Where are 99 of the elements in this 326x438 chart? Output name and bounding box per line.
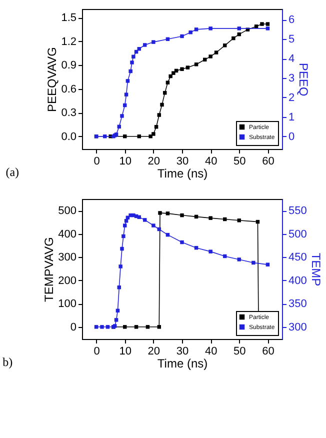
point	[188, 30, 192, 34]
y2-tick-label: 1	[288, 111, 295, 124]
y2-tick-label: 4	[288, 53, 295, 66]
y-tick-label: 0	[70, 321, 76, 334]
point	[180, 34, 184, 38]
point	[128, 69, 132, 74]
point	[160, 102, 164, 107]
point	[118, 264, 122, 268]
x-tick-label: 60	[262, 346, 274, 358]
y-axis-title: PEEQVAVG	[45, 47, 60, 112]
x-tick-label: 10	[119, 156, 132, 168]
point	[222, 44, 227, 48]
y2-tick-label: 450	[288, 252, 307, 264]
point	[126, 79, 130, 83]
y-tick-label: 1.2	[61, 36, 76, 48]
y-tick-label: 200	[58, 274, 76, 287]
y2-axis-title: PEEQ	[296, 62, 311, 96]
y2-tick-label: 550	[288, 205, 307, 218]
x-tick-label: 20	[148, 156, 160, 168]
point	[180, 67, 184, 71]
y-tick-label: 100	[58, 298, 76, 310]
point	[252, 260, 256, 265]
point	[142, 43, 147, 47]
y-tick-label: 300	[58, 252, 76, 264]
y2-tick-label: 3	[288, 72, 295, 85]
point	[166, 212, 170, 216]
point	[208, 26, 212, 30]
point	[266, 26, 270, 30]
point	[208, 250, 212, 254]
point	[152, 224, 156, 228]
y2-tick-label: 6	[288, 14, 295, 26]
point	[146, 325, 150, 329]
x-tick-label: 60	[262, 156, 274, 168]
point	[157, 325, 162, 329]
y-tick-label: 400	[58, 228, 76, 240]
point	[134, 325, 138, 329]
point	[186, 66, 190, 70]
x-axis-title: Time (ns)	[157, 166, 208, 180]
y2-tick-label: 400	[288, 274, 307, 287]
point	[168, 74, 172, 78]
point	[122, 325, 127, 329]
x-tick-label: 40	[204, 156, 218, 168]
y-axis-title: TEMPVAVG	[42, 237, 56, 302]
point	[122, 224, 127, 228]
point	[122, 234, 126, 238]
x-tick-label: 20	[148, 346, 160, 358]
text: b)	[2, 355, 13, 369]
point	[208, 54, 212, 58]
point	[158, 211, 162, 215]
x-tick-label: 10	[119, 346, 132, 358]
y-tick-label: 0.9	[61, 60, 76, 72]
point	[237, 218, 242, 222]
x-axis-title: Time (ns)	[157, 356, 208, 370]
x-tick-label: 0	[94, 346, 100, 358]
point	[114, 318, 118, 322]
point	[130, 60, 134, 64]
point	[94, 325, 98, 329]
text: (a)	[6, 165, 20, 179]
point	[142, 218, 147, 222]
point	[266, 262, 270, 266]
point	[180, 213, 184, 218]
y2-tick-label: 2	[288, 92, 295, 104]
x-tick-label: 50	[234, 346, 246, 358]
point	[172, 71, 176, 75]
point	[120, 114, 124, 118]
y-tick-label: 500	[58, 205, 76, 218]
point	[180, 240, 184, 244]
x-tick-label: 30	[176, 156, 189, 168]
y2-axis-title: TEMP	[308, 252, 323, 286]
point	[152, 40, 156, 44]
point	[260, 22, 264, 26]
x-tick-label: 50	[234, 156, 246, 168]
y2-tick-label: 300	[288, 321, 307, 334]
point	[100, 325, 104, 329]
point	[194, 28, 198, 32]
y2-tick-label: 5	[288, 34, 295, 46]
point	[214, 50, 218, 54]
point	[237, 258, 242, 262]
y-tick-label: 0.0	[61, 130, 76, 143]
point	[266, 22, 270, 26]
point	[120, 246, 124, 251]
y2-tick-label: 350	[288, 298, 307, 310]
x-tick-label: 0	[94, 156, 100, 168]
point	[132, 54, 136, 59]
point	[106, 325, 110, 329]
y2-tick-label: 500	[288, 228, 307, 240]
point	[208, 216, 212, 220]
point	[152, 132, 156, 136]
x-tick-label: 30	[176, 346, 189, 358]
y-tick-label: 1.5	[61, 12, 76, 24]
point	[237, 26, 242, 30]
point	[166, 80, 170, 84]
y-tick-label: 0.6	[61, 83, 76, 96]
y-tick-label: 0.3	[61, 107, 76, 120]
point	[157, 113, 162, 117]
point	[124, 92, 128, 96]
point	[232, 36, 236, 40]
x-tick-label: 40	[204, 346, 218, 358]
y2-tick-label: 0	[288, 130, 295, 143]
